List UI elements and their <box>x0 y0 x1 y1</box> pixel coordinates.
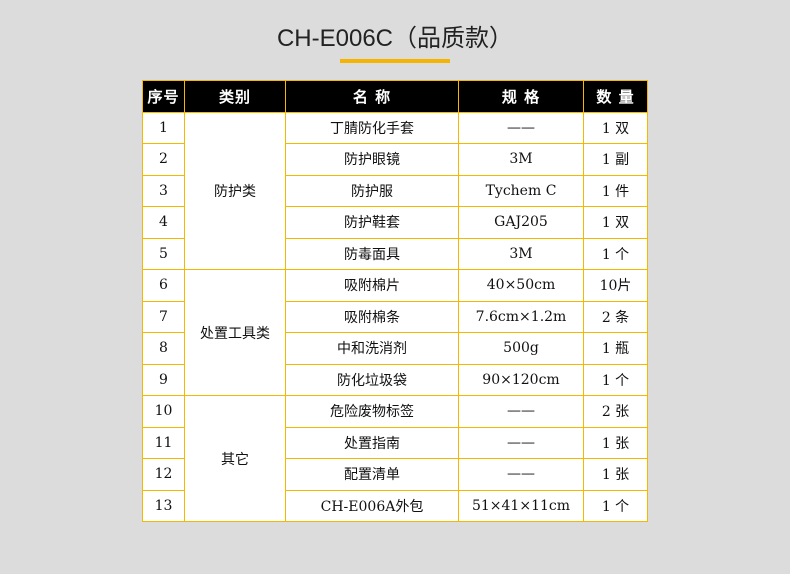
cell-index: 6 <box>142 269 185 302</box>
cell-name: CH-E006A外包 <box>285 489 459 522</box>
cell-name: 防护鞋套 <box>285 206 459 239</box>
cell-spec: 90×120cm <box>458 363 584 396</box>
cell-quantity: 1 张 <box>583 458 648 491</box>
cell-index: 8 <box>142 332 185 365</box>
cell-quantity: 1 张 <box>583 426 648 459</box>
cell-spec: —— <box>458 458 584 491</box>
cell-quantity: 1 副 <box>583 143 648 176</box>
table-row: 5 防毒面具 3M 1 个 <box>142 237 648 270</box>
cell-quantity: 1 双 <box>583 111 648 144</box>
cell-quantity: 1 个 <box>583 237 648 270</box>
cell-spec: 500g <box>458 332 584 365</box>
cell-index: 3 <box>142 174 185 207</box>
cell-name: 中和洗消剂 <box>285 332 459 365</box>
cell-name: 配置清单 <box>285 458 459 491</box>
header-name: 名 称 <box>285 80 459 113</box>
table-row: 2 防护眼镜 3M 1 副 <box>142 143 648 176</box>
table-row: 9 防化垃圾袋 90×120cm 1 个 <box>142 363 648 396</box>
cell-quantity: 1 个 <box>583 489 648 522</box>
table-row: 11 处置指南 —— 1 张 <box>142 426 648 459</box>
table-row: 10 其它 危险废物标签 —— 2 张 <box>142 395 648 522</box>
cell-name: 丁腈防化手套 <box>285 111 459 144</box>
item-table: 序号 类别 名 称 规 格 数 量 1 防护类 丁腈防化手套 —— 1 双 2 防护眼镜 3M… <box>142 80 648 522</box>
table-row: 8 中和洗消剂 500g 1 瓶 <box>142 332 648 365</box>
cell-spec: —— <box>458 111 584 144</box>
cell-name: 防化垃圾袋 <box>285 363 459 396</box>
page-title: CH-E006C（品质款） <box>276 25 514 52</box>
cell-index: 5 <box>142 237 185 270</box>
cell-name: 吸附棉片 <box>285 269 459 302</box>
header-quantity: 数 量 <box>583 80 648 113</box>
cell-index: 9 <box>142 363 185 396</box>
table-row: 7 吸附棉条 7.6cm×1.2m 2 条 <box>142 300 648 333</box>
table-row: 13 CH-E006A外包 51×41×11cm 1 个 <box>142 489 648 522</box>
cell-name: 防护眼镜 <box>285 143 459 176</box>
cell-index: 1 <box>142 111 185 144</box>
table-header: 序号 类别 名 称 规 格 数 量 <box>142 80 648 113</box>
cell-spec: —— <box>458 395 584 428</box>
cell-name: 防毒面具 <box>285 237 459 270</box>
header-spec: 规 格 <box>458 80 584 113</box>
table-row: 12 配置清单 —— 1 张 <box>142 458 648 491</box>
cell-name: 危险废物标签 <box>285 395 459 428</box>
cell-category: 处置工具类 <box>184 269 286 396</box>
cell-index: 2 <box>142 143 185 176</box>
cell-index: 11 <box>142 426 185 459</box>
cell-quantity: 1 双 <box>583 206 648 239</box>
cell-spec: 51×41×11cm <box>458 489 584 522</box>
cell-spec: —— <box>458 426 584 459</box>
cell-index: 7 <box>142 300 185 333</box>
cell-name: 处置指南 <box>285 426 459 459</box>
header-category: 类别 <box>184 80 286 113</box>
cell-quantity: 2 条 <box>583 300 648 333</box>
cell-category: 防护类 <box>184 111 286 270</box>
cell-spec: 3M <box>458 143 584 176</box>
cell-quantity: 2 张 <box>583 395 648 428</box>
cell-index: 10 <box>142 395 185 428</box>
table-row: 4 防护鞋套 GAJ205 1 双 <box>142 206 648 239</box>
cell-name: 吸附棉条 <box>285 300 459 333</box>
cell-quantity: 1 瓶 <box>583 332 648 365</box>
cell-spec: 3M <box>458 237 584 270</box>
title-underline <box>340 59 450 63</box>
cell-index: 13 <box>142 489 185 522</box>
table-row: 1 防护类 丁腈防化手套 —— 1 双 <box>142 111 648 270</box>
cell-index: 4 <box>142 206 185 239</box>
table-row: 6 处置工具类 吸附棉片 40×50cm 10片 <box>142 269 648 396</box>
cell-quantity: 1 件 <box>583 174 648 207</box>
header-index: 序号 <box>142 80 185 113</box>
cell-spec: Tychem C <box>458 174 584 207</box>
cell-category: 其它 <box>184 395 286 522</box>
cell-quantity: 1 个 <box>583 363 648 396</box>
cell-quantity: 10片 <box>583 269 648 302</box>
cell-spec: 7.6cm×1.2m <box>458 300 584 333</box>
cell-spec: 40×50cm <box>458 269 584 302</box>
cell-name: 防护服 <box>285 174 459 207</box>
cell-index: 12 <box>142 458 185 491</box>
cell-spec: GAJ205 <box>458 206 584 239</box>
